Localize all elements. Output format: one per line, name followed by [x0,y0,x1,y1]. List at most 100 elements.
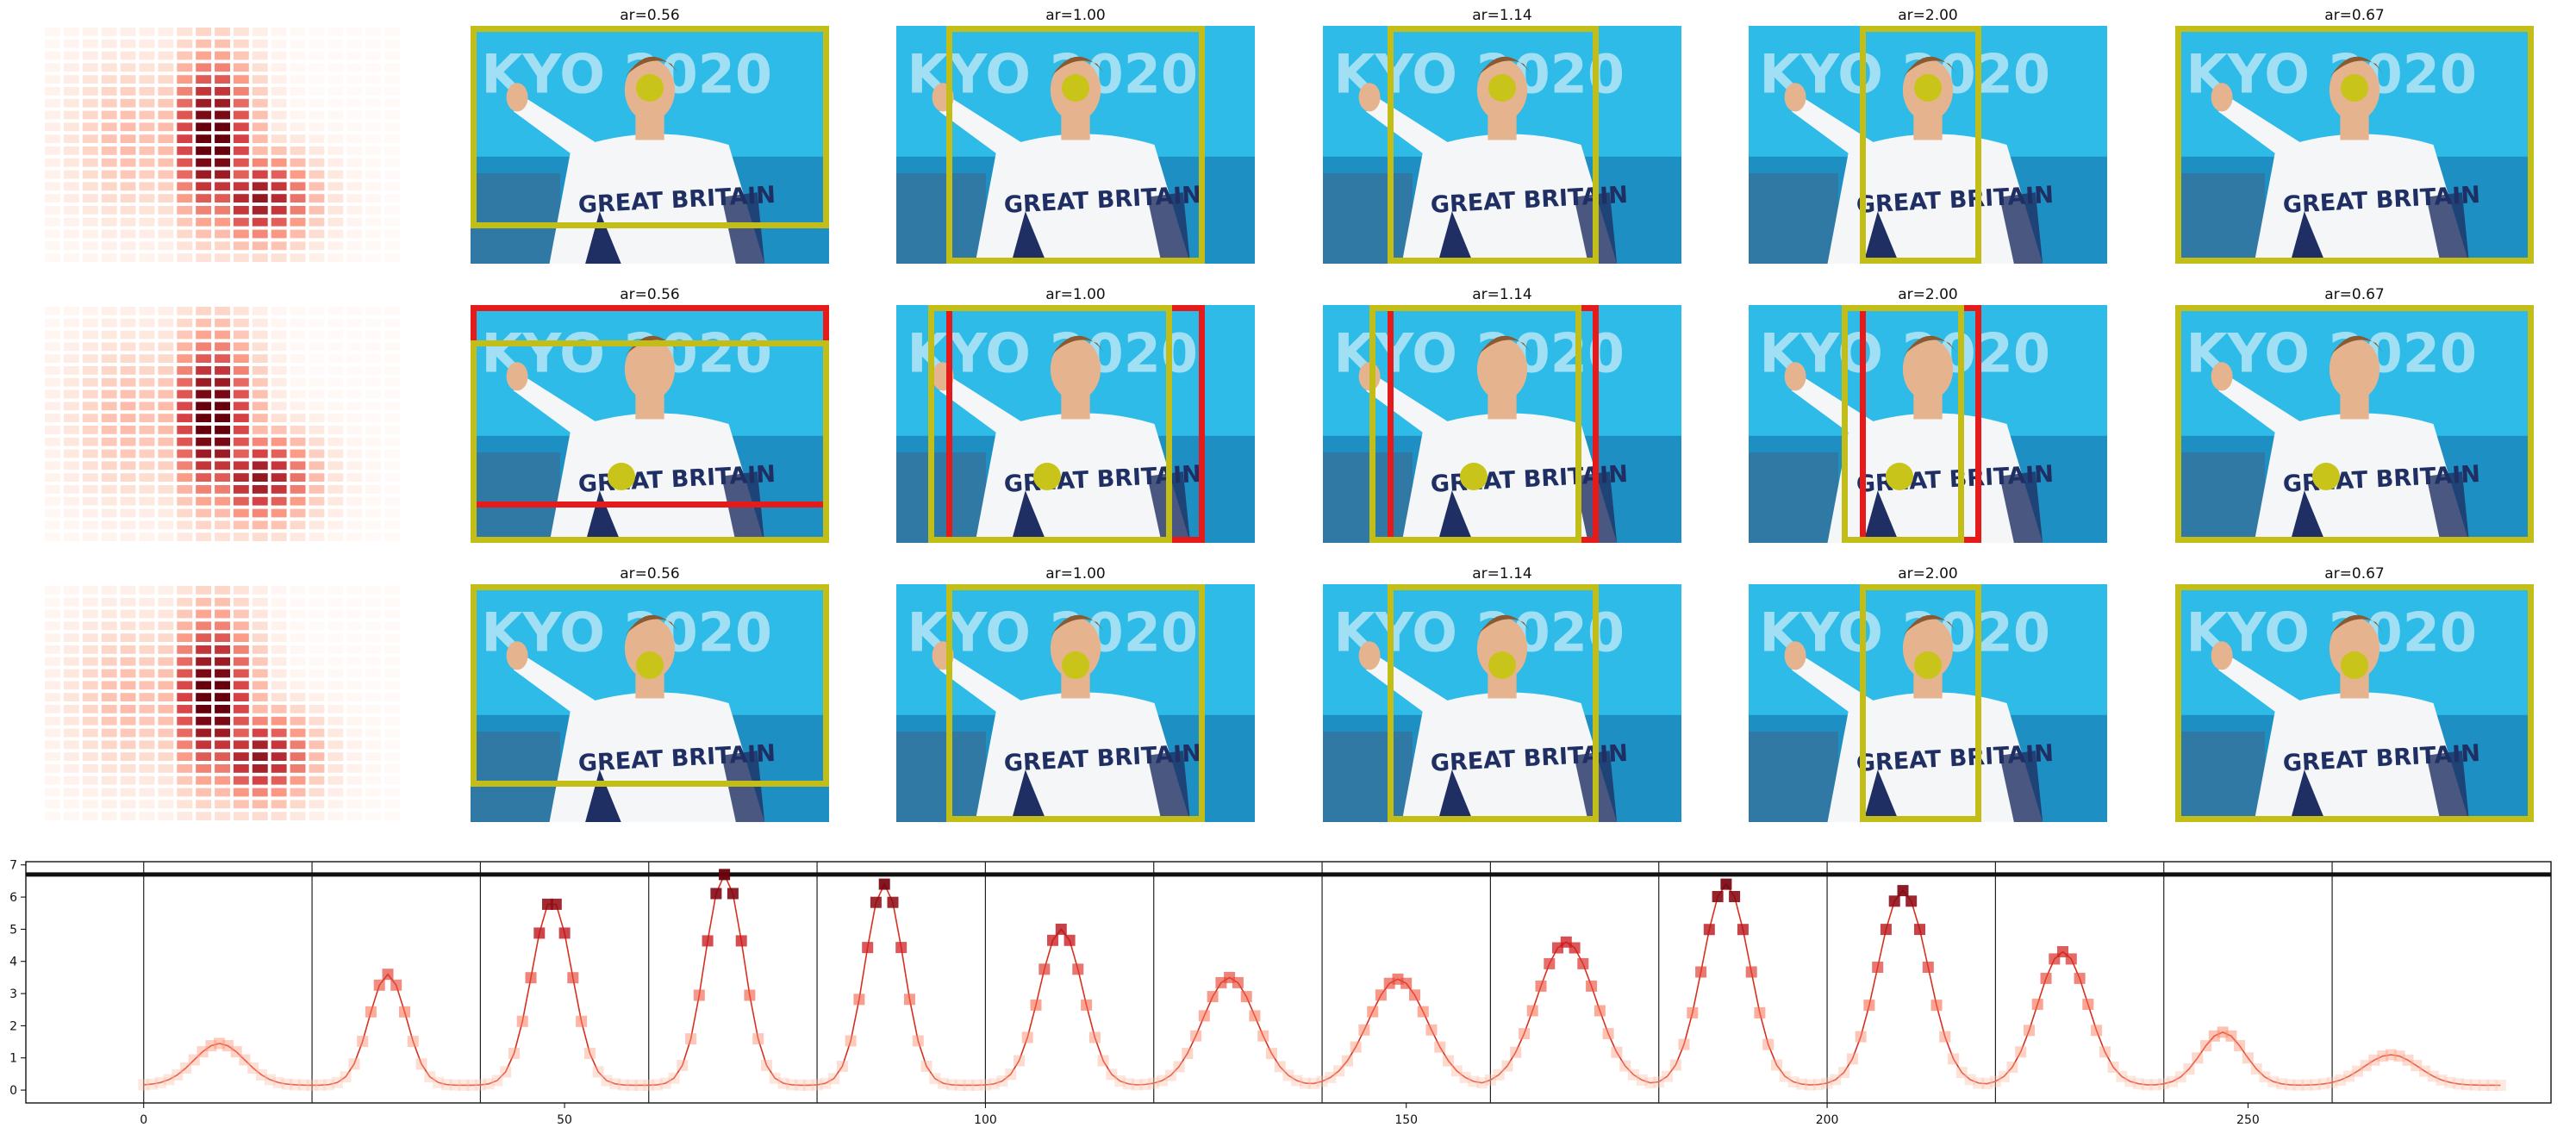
heatmap-cell [158,146,174,155]
heatmap-cell [139,342,155,352]
heatmap-cell [158,681,174,690]
yellow-crop-box [1859,26,1982,264]
score-marker [306,1079,318,1091]
heatmap-cell [177,354,193,363]
score-marker [1072,963,1084,975]
heatmap-cell [120,597,136,607]
heatmap-cell [346,318,363,327]
heatmap-cell [101,812,117,820]
heatmap-cell [271,253,287,262]
heatmap-cell [384,98,400,108]
score-marker [1501,1060,1513,1072]
heatmap-cell [327,414,344,422]
score-marker [1325,1071,1337,1083]
score-marker [1754,1006,1766,1019]
heatmap-cell [101,473,117,482]
score-marker [1510,1046,1522,1058]
score-marker [290,1079,301,1091]
heatmap-cell [45,426,60,434]
heatmap-cell [139,609,155,619]
heatmap-cell [139,63,155,72]
heatmap-cell [233,146,249,155]
heatmap-cell [139,402,155,411]
heatmap-cell [196,402,212,411]
heatmap-cell [346,645,363,654]
heatmap-cell [101,377,117,387]
heatmap-cell [327,485,344,494]
heatmap-cell [215,812,230,820]
score-marker [609,1078,621,1090]
heatmap-cell [120,800,136,809]
heatmap-cell [252,496,268,506]
heatmap-cell [309,134,325,143]
heatmap-cell [196,389,212,399]
score-marker [1981,1078,1993,1090]
heatmap-cell [82,206,98,215]
heatmap-cell [45,402,60,411]
heatmap-cell [82,812,98,820]
heatmap-cell [177,812,193,820]
heatmap-cell [309,28,325,36]
heatmap-cell [63,414,79,422]
heatmap-cell [365,39,382,48]
score-marker [558,927,571,939]
heatmap-cell [215,485,230,494]
heatmap-cell [346,98,363,108]
score-marker [659,1077,671,1089]
score-marker [1779,1070,1791,1082]
heatmap-cell [139,776,155,785]
heatmap-cell [139,318,155,327]
heatmap-cell [63,437,79,446]
heatmap-cell [346,366,363,375]
score-marker [601,1075,613,1087]
heatmap-cell [327,307,344,315]
heatmap-cell [120,87,136,96]
heatmap-cell [215,716,230,726]
score-marker [407,1036,419,1048]
heatmap-cell [309,633,325,642]
heatmap-cell [101,508,117,518]
photo-frame: KYO 2020 GREAT BRITAIN [896,26,1255,264]
heatmap-cell [120,485,136,494]
score-marker [2040,972,2052,984]
heatmap-cell [158,693,174,701]
heatmap-cell [365,426,382,434]
heatmap-cell [120,217,136,227]
score-marker [802,1079,814,1091]
heatmap-cell [365,194,382,202]
heatmap-cell [139,229,155,239]
heatmap-cell [101,51,117,60]
heatmap-cell [101,788,117,797]
heatmap-cell [120,705,136,713]
heatmap-cell [45,75,60,84]
crop-aspect-title: ar=1.00 [1045,7,1106,24]
heatmap-cell [139,485,155,494]
photo-frame: KYO 2020 GREAT BRITAIN [2175,26,2534,264]
heatmap-cell [63,657,79,666]
heatmap-cell [290,520,306,530]
saliency-point [2341,651,2368,679]
heatmap-cell [252,158,268,167]
heatmap-cell [196,705,212,713]
heatmap-cell [215,63,230,72]
heatmap-cell [158,437,174,446]
heatmap-cell [271,330,287,340]
score-marker [2276,1078,2287,1090]
heatmap-cell [139,693,155,701]
heatmap-cell [215,158,230,167]
heatmap-cell [45,182,60,191]
score-marker [214,1037,226,1050]
heatmap-cell [196,681,212,690]
score-marker [348,1058,360,1070]
heatmap-cell [233,414,249,422]
heatmap-cell [215,508,230,518]
heatmap-cell [365,800,382,809]
heatmap-cell [196,307,212,315]
score-marker [2453,1078,2465,1090]
heatmap-cell [82,520,98,530]
heatmap-cell [45,206,60,215]
score-marker [1636,1074,1648,1086]
heatmap-cell [290,621,306,631]
